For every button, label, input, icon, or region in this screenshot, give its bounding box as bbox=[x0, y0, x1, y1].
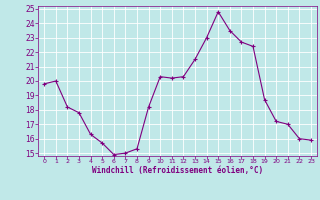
X-axis label: Windchill (Refroidissement éolien,°C): Windchill (Refroidissement éolien,°C) bbox=[92, 166, 263, 175]
